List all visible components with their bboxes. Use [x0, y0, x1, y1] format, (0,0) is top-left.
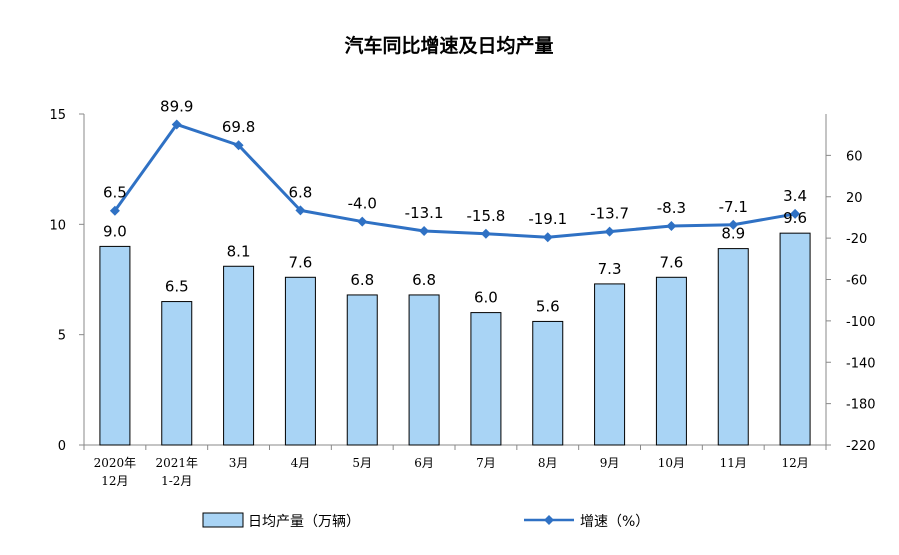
bar	[284, 276, 316, 446]
bar-value-label: 5.6	[536, 297, 560, 315]
growth-point	[171, 119, 182, 130]
y-left-tick-label: 0	[58, 439, 66, 454]
growth-value-label: 69.8	[222, 118, 255, 136]
x-tick-label: 5月	[352, 456, 372, 470]
growth-value-label: 6.8	[288, 183, 312, 201]
legend-line-marker	[544, 515, 554, 525]
growth-value-label: -13.7	[590, 205, 629, 223]
growth-point	[790, 208, 801, 219]
growth-point	[109, 205, 120, 216]
x-tick-label: 7月	[476, 456, 496, 470]
growth-value-label: -15.8	[467, 207, 506, 225]
bar-value-label: 9.6	[783, 209, 807, 227]
growth-point	[295, 205, 306, 216]
legend: 日均产量（万辆） 增速（%）	[202, 512, 649, 530]
y-right-tick-label: -220	[846, 439, 876, 454]
bar-value-label: 6.0	[474, 289, 498, 307]
y-left-tick-label: 5	[58, 329, 66, 344]
bar-series	[99, 232, 811, 446]
x-tick-label: 8月	[538, 456, 558, 470]
growth-value-label: 89.9	[160, 97, 193, 115]
legend-bar-label: 日均产量（万辆）	[248, 514, 360, 530]
x-tick-label: 2021年	[155, 456, 198, 470]
x-tick-label: 10月	[658, 456, 685, 470]
y-left-tick-label: 15	[49, 108, 66, 123]
data-labels: 9.0 6.5 8.1 7.6 6.8 6.8 6.0 5.6 7.3 7.6 8.9 9.6 6.5 8…	[103, 97, 807, 315]
bar-value-label: 9.0	[103, 222, 127, 240]
y-right-tick-label: 60	[846, 149, 863, 164]
growth-value-label: -8.3	[657, 199, 686, 217]
bar-value-label: 6.8	[350, 271, 374, 289]
y-right-tick-label: -20	[846, 232, 867, 247]
growth-point	[542, 232, 553, 243]
axes: 0 5 10 15 60 20 -20 -60 -100 -140 -180 -220 2020年 12月…	[49, 108, 875, 488]
x-tick-label: 12月	[781, 456, 808, 470]
y-right-tick-label: -60	[846, 274, 867, 289]
x-tick-label: 1-2月	[161, 474, 192, 488]
y-right-tick-label: -140	[846, 356, 876, 371]
growth-value-label: 3.4	[783, 187, 807, 205]
bar-value-label: 7.3	[598, 260, 622, 278]
x-tick-label: 2020年	[94, 456, 137, 470]
y-right-tick-label: -100	[846, 315, 876, 330]
x-tick-label: 6月	[414, 456, 434, 470]
x-tick-label: 3月	[229, 456, 249, 470]
growth-value-label: -7.1	[719, 198, 748, 216]
growth-point	[728, 219, 739, 230]
bar	[161, 301, 193, 446]
x-tick-label: 12月	[101, 474, 128, 488]
bar	[655, 276, 687, 446]
bar-value-label: 8.9	[721, 225, 745, 243]
bar	[779, 232, 811, 446]
bar-value-label: 8.1	[227, 242, 251, 260]
growth-point	[480, 228, 491, 239]
bar-value-label: 6.8	[412, 271, 436, 289]
growth-line	[113, 122, 796, 239]
growth-value-label: -13.1	[405, 204, 444, 222]
growth-point	[666, 221, 677, 232]
legend-bar-swatch	[202, 512, 244, 528]
bar	[594, 283, 626, 446]
growth-point	[604, 226, 615, 237]
bar	[346, 294, 378, 446]
bar	[532, 320, 564, 446]
y-right-tick-label: 20	[846, 191, 863, 206]
bar	[223, 265, 255, 446]
bar-value-label: 6.5	[165, 278, 189, 296]
bar	[717, 248, 749, 446]
bar-value-label: 7.6	[288, 253, 312, 271]
growth-value-label: -19.1	[528, 210, 567, 228]
line-series	[109, 119, 801, 243]
growth-point	[233, 140, 244, 151]
bar	[99, 245, 131, 446]
y-left-tick-label: 10	[49, 218, 66, 233]
bar	[408, 294, 440, 446]
x-tick-label: 9月	[600, 456, 620, 470]
growth-point	[419, 225, 430, 236]
growth-value-label: -4.0	[348, 195, 377, 213]
chart-title: 汽车同比增速及日均产量	[344, 34, 553, 57]
growth-value-label: 6.5	[103, 184, 127, 202]
x-tick-label: 11月	[720, 456, 747, 470]
y-right-tick-label: -180	[846, 398, 876, 413]
bar	[470, 312, 502, 446]
growth-point	[357, 216, 368, 227]
legend-line-label: 增速（%）	[580, 514, 649, 530]
bar-value-label: 7.6	[659, 253, 683, 271]
x-tick-label: 4月	[291, 456, 311, 470]
